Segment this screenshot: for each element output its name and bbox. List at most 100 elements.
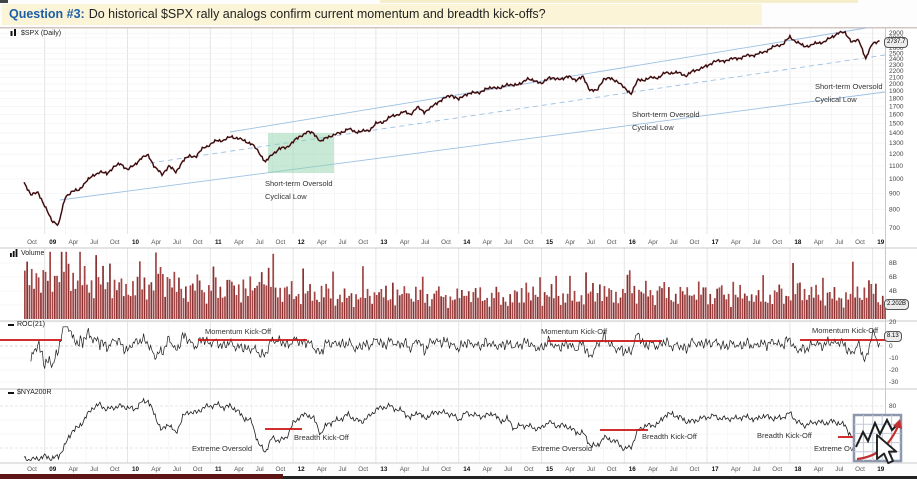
svg-text:2300: 2300 — [889, 62, 904, 69]
svg-text:1700: 1700 — [889, 103, 904, 110]
nya-panel-title: $NYA200R — [17, 389, 52, 396]
annotation-oversold-2016: Short-term Oversold Cyclical Low — [632, 108, 700, 134]
svg-text:Jul: Jul — [173, 239, 181, 246]
svg-text:15: 15 — [546, 466, 554, 473]
svg-text:Jul: Jul — [670, 466, 678, 473]
annotation-line: Cyclical Low — [265, 192, 307, 201]
svg-text:Oct: Oct — [855, 239, 865, 246]
svg-text:Jul: Jul — [504, 466, 512, 473]
svg-text:11: 11 — [215, 239, 222, 246]
svg-text:800: 800 — [889, 207, 900, 214]
svg-text:Oct: Oct — [358, 239, 368, 246]
question-text: Do historical $SPX rally analogs confirm… — [88, 7, 546, 21]
annotation-momentum-kickoff-2: Momentum Kick-Off — [541, 327, 608, 336]
svg-text:1600: 1600 — [889, 112, 904, 119]
svg-text:2900: 2900 — [889, 30, 904, 37]
cursor-arrow — [876, 434, 898, 465]
svg-text:Jul: Jul — [421, 239, 429, 246]
svg-text:Jul: Jul — [504, 239, 512, 246]
svg-text:Oct: Oct — [276, 466, 286, 473]
svg-text:700: 700 — [889, 225, 900, 232]
annotation-line: Short-term Oversold — [632, 110, 700, 119]
svg-text:14: 14 — [463, 239, 471, 246]
svg-text:11: 11 — [215, 466, 222, 473]
nya-panel-label: $NYA200R — [8, 389, 52, 396]
svg-text:1300: 1300 — [889, 140, 904, 147]
svg-text:09: 09 — [49, 239, 57, 246]
svg-text:Oct: Oct — [110, 466, 120, 473]
svg-text:Apr: Apr — [151, 239, 161, 246]
svg-text:2100: 2100 — [889, 74, 904, 81]
svg-text:Oct: Oct — [441, 466, 451, 473]
svg-text:-10: -10 — [889, 355, 899, 362]
svg-text:13: 13 — [380, 239, 388, 246]
question-banner: Question #3: Do historical $SPX rally ana… — [2, 4, 762, 25]
annotation-extreme-oversold-3: Extreme Oversold — [814, 444, 875, 453]
annotation-oversold-2018: Short-term Oversold Cyclical Low — [815, 80, 883, 106]
annotation-extreme-oversold-1: Extreme Oversold — [192, 444, 253, 453]
svg-text:Oct: Oct — [690, 239, 700, 246]
svg-text:19: 19 — [877, 466, 885, 473]
svg-text:Apr: Apr — [68, 466, 78, 473]
svg-text:Apr: Apr — [648, 239, 658, 246]
roc-panel-label: ROC(21) — [8, 321, 45, 328]
svg-text:Apr: Apr — [68, 239, 78, 246]
svg-text:Jul: Jul — [752, 239, 760, 246]
chart-cursor-icon — [852, 413, 903, 465]
svg-text:8B: 8B — [889, 260, 897, 267]
svg-text:Oct: Oct — [855, 466, 865, 473]
video-scrubber-track[interactable] — [0, 476, 917, 479]
svg-text:19: 19 — [877, 239, 885, 246]
roc-last-value-badge: 8.13 — [884, 331, 902, 342]
svg-text:Apr: Apr — [400, 466, 410, 473]
svg-text:Jul: Jul — [752, 466, 760, 473]
svg-text:Jul: Jul — [173, 466, 181, 473]
volume-last-value-badge: 2.202B — [884, 299, 910, 310]
svg-text:900: 900 — [889, 190, 900, 197]
price-last-value-badge: 2737.7 — [884, 37, 909, 48]
svg-text:Apr: Apr — [234, 239, 244, 246]
svg-text:Jul: Jul — [338, 239, 346, 246]
video-progress-bar[interactable] — [0, 474, 283, 479]
price-panel-label: $SPX (Daily) — [10, 29, 61, 37]
svg-text:Oct: Oct — [27, 239, 37, 246]
svg-text:Apr: Apr — [565, 466, 575, 473]
question-number: Question #3: — [9, 7, 85, 21]
svg-text:12: 12 — [298, 466, 306, 473]
svg-text:1200: 1200 — [889, 151, 904, 158]
svg-text:Apr: Apr — [565, 239, 575, 246]
annotation-line: Cyclical Low — [815, 95, 857, 104]
svg-text:Apr: Apr — [814, 239, 824, 246]
svg-text:Apr: Apr — [482, 466, 492, 473]
svg-text:4B: 4B — [889, 288, 897, 295]
svg-text:Jul: Jul — [670, 239, 678, 246]
svg-text:Jul: Jul — [587, 466, 595, 473]
svg-text:16: 16 — [629, 466, 637, 473]
svg-text:Apr: Apr — [317, 239, 327, 246]
svg-text:2600: 2600 — [889, 45, 904, 52]
roc-panel-title: ROC(21) — [17, 321, 46, 328]
svg-text:Oct: Oct — [690, 466, 700, 473]
svg-text:Apr: Apr — [814, 466, 824, 473]
annotation-momentum-kickoff-3: Momentum Kick-Off — [812, 326, 879, 335]
svg-text:Jul: Jul — [421, 466, 429, 473]
svg-text:Apr: Apr — [648, 466, 658, 473]
svg-text:Oct: Oct — [607, 239, 617, 246]
svg-text:2500: 2500 — [889, 51, 904, 58]
svg-text:Oct: Oct — [193, 239, 203, 246]
annotation-breadth-kickoff-3: Breadth Kick-Off — [757, 431, 812, 440]
svg-text:Apr: Apr — [234, 466, 244, 473]
svg-text:10: 10 — [132, 239, 140, 246]
svg-text:Oct: Oct — [193, 466, 203, 473]
svg-text:20: 20 — [889, 319, 897, 326]
annotation-breadth-kickoff-1: Breadth Kick-Off — [294, 433, 349, 442]
svg-text:Jul: Jul — [90, 239, 98, 246]
annotation-line: Cyclical Low — [632, 123, 674, 132]
svg-text:Apr: Apr — [482, 239, 492, 246]
svg-text:Apr: Apr — [317, 466, 327, 473]
svg-text:6B: 6B — [889, 274, 897, 281]
svg-text:Oct: Oct — [772, 239, 782, 246]
annotation-oversold-2011: Short-term Oversold Cyclical Low — [265, 177, 333, 203]
